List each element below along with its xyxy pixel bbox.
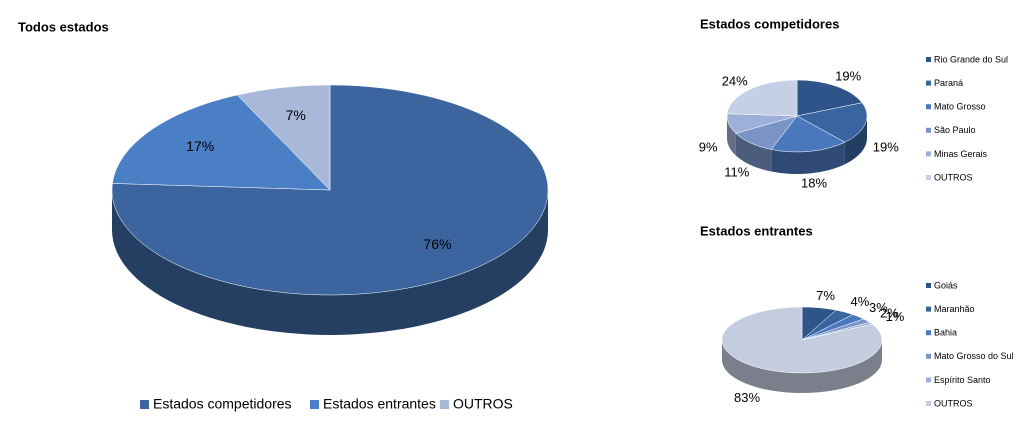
legend-swatch [926,151,931,157]
legend-swatch [926,377,931,383]
legend-label: OUTROS [934,172,973,182]
slice [796,79,863,117]
legend-swatch [926,80,931,86]
data-label: 11% [724,165,749,180]
legend-swatch [440,400,449,409]
legend-label: Maranhão [934,304,975,314]
data-label: 3% [869,300,888,315]
legend-swatch [310,400,319,409]
legend-swatch [926,401,931,406]
slice [726,79,798,117]
legend-label: Estados entrantes [323,396,436,412]
chart-title: Todos estados [18,19,109,34]
data-label: 7% [286,107,306,123]
slice [721,306,883,374]
legend-label: Mato Grosso do Sul [934,351,1014,361]
data-label: 18% [801,175,827,190]
data-label: 83% [734,390,760,405]
data-label: 2% [880,305,899,320]
slice-side [727,116,736,156]
legend-swatch [926,330,931,336]
legend-label: Espírito Santo [934,375,991,385]
slice-side [771,142,845,174]
legend-label: Goiás [934,280,958,290]
chart-title: Estados entrantes [700,223,813,238]
slice [770,115,846,153]
legend-label: Paraná [934,78,963,88]
legend-label: Minas Gerais [934,149,988,159]
legend-swatch [926,104,931,110]
data-label: 17% [186,138,214,154]
chart-title: Estados competidores [700,16,839,31]
data-label: 4% [850,294,869,309]
slice-side [112,190,548,335]
data-label: 7% [816,288,835,303]
legend-swatch [926,127,931,133]
legend-label: Mato Grosso [934,102,986,112]
slice [796,102,868,143]
slice [112,94,331,191]
legend-label: OUTROS [453,396,513,412]
slice [236,84,331,191]
legend-label: Estados competidores [153,396,292,412]
legend-label: São Paulo [934,125,976,135]
slice-side [735,133,772,172]
legend-swatch [140,400,149,409]
slice-side [844,116,867,165]
data-label: 19% [835,69,861,84]
data-label: 24% [722,73,748,88]
legend-label: Rio Grande do Sul [934,54,1008,64]
legend-label: Bahia [934,328,957,338]
data-label: 76% [423,236,451,252]
slice-side [722,340,882,393]
legend-swatch [926,175,931,180]
legend-swatch [926,283,931,288]
legend-label: OUTROS [934,398,973,408]
legend-swatch [926,353,931,359]
data-label: 19% [873,140,899,155]
legend-swatch [926,306,931,312]
data-label: 9% [699,140,718,155]
data-label: 1% [886,309,905,324]
legend-swatch [926,57,931,62]
